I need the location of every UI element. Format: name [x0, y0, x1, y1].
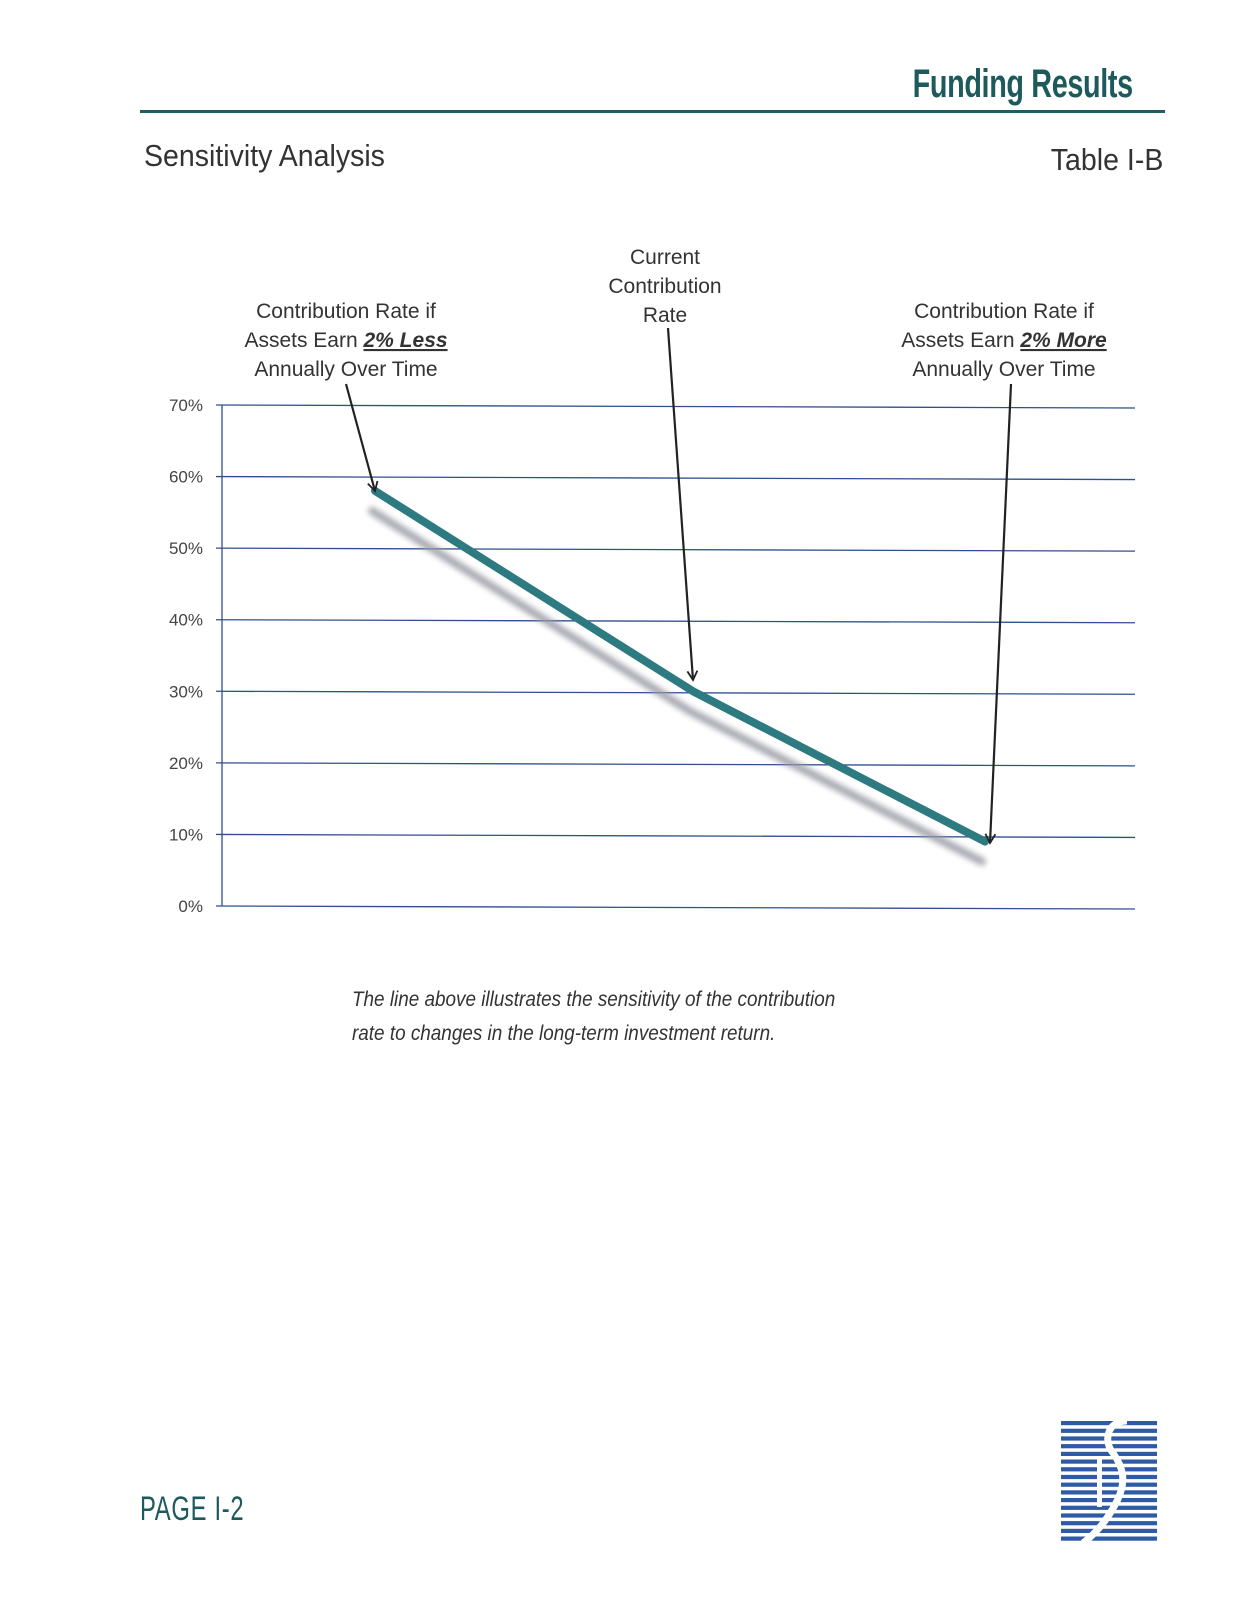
logo-stripe	[1061, 1482, 1157, 1487]
logo-stripe	[1061, 1498, 1157, 1503]
gridline	[215, 905, 1136, 910]
gridline	[215, 547, 1136, 552]
y-tick-label: 50%	[169, 539, 203, 558]
annotation-line: Contribution Rate if	[914, 300, 1094, 323]
annotation-arrow	[666, 327, 699, 682]
y-tick-label: 40%	[169, 611, 203, 630]
annotation-line: Assets Earn 2% More	[901, 329, 1107, 352]
gridline	[215, 619, 1136, 624]
annotation-current: Current Contribution Rate	[608, 246, 722, 682]
logo-stripe	[1061, 1451, 1157, 1456]
annotation-line: Annually Over Time	[254, 358, 437, 381]
y-tick-label: 70%	[169, 396, 203, 415]
annotation-line: Rate	[643, 304, 687, 327]
chart-caption: The line above illustrates the sensitivi…	[352, 988, 836, 1045]
annotation-line: Current	[630, 246, 700, 269]
logo-stripe	[1061, 1536, 1157, 1541]
logo-stripe	[1061, 1505, 1157, 1510]
gridline	[215, 690, 1136, 695]
logo-stripe	[1061, 1474, 1157, 1480]
logo-s-curve	[1080, 1419, 1128, 1545]
y-tick-label: 10%	[169, 825, 203, 844]
y-tick-label: 60%	[169, 468, 203, 487]
logo-stripe	[1061, 1421, 1157, 1426]
annotation-arrow	[984, 383, 1013, 845]
y-tick-label: 0%	[178, 897, 203, 916]
y-tick-label: 20%	[169, 754, 203, 773]
gridline	[215, 404, 1136, 409]
annotation-line: Annually Over Time	[912, 358, 1095, 381]
annotation-line: Assets Earn 2% Less	[244, 329, 447, 352]
gridline	[215, 762, 1136, 767]
logo-stripe	[1061, 1459, 1157, 1464]
data-point	[692, 690, 694, 692]
logo-s-gap	[1097, 1457, 1102, 1507]
logo-stripe	[1061, 1521, 1157, 1526]
page-number: PAGE I-2	[140, 1490, 245, 1528]
series-line-shadow	[368, 506, 986, 866]
gridline	[215, 833, 1136, 839]
annotation-less: Contribution Rate if Assets Earn 2% Less A…	[244, 300, 448, 493]
logo-stripe	[1061, 1490, 1157, 1495]
annotation-line: Contribution Rate if	[256, 300, 436, 323]
page-header-title: Funding Results	[912, 62, 1134, 106]
annotation-arrow	[344, 383, 379, 493]
logo-stripe	[1061, 1467, 1157, 1472]
y-tick-label: 30%	[169, 682, 203, 701]
annotation-line: Contribution	[608, 275, 721, 298]
logo-stripe	[1061, 1528, 1157, 1533]
annotation-more: Contribution Rate if Assets Earn 2% More A…	[901, 300, 1107, 845]
table-label: Table I-B	[1050, 142, 1163, 177]
header-rule	[140, 110, 1165, 113]
data-point	[984, 841, 986, 843]
striped-s-logo-icon	[1061, 1419, 1157, 1545]
gridline	[215, 475, 1136, 481]
series-line	[371, 486, 989, 846]
sensitivity-chart: 0% 10% 20% 30% 40% 50% 60% 70% Contribution Rat…	[169, 246, 1136, 916]
section-title: Sensitivity Analysis	[144, 138, 385, 173]
